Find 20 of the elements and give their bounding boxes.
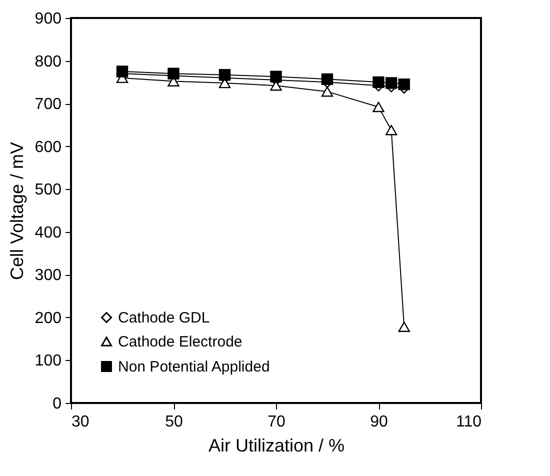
y-tick-label: 600 [34,138,62,156]
legend-label: Cathode GDL [118,310,210,326]
x-tick-label: 70 [268,414,286,430]
x-tick-label: 30 [72,414,90,430]
y-axis-title: Cell Voltage / mV [6,142,27,280]
y-tick-label: 100 [34,352,62,370]
x-axis-title: Air Utilization / % [208,436,345,456]
y-tick-label: 0 [52,396,62,412]
x-tick-label: 110 [456,414,482,430]
y-tick-label: 400 [34,224,62,242]
y-tick-label: 200 [34,310,62,327]
legend-label: Non Potential Applided [118,358,270,376]
y-tick-label: 900 [34,10,62,28]
x-tick-label: 50 [165,414,183,430]
y-tick-label: 300 [34,267,62,284]
y-tick-label: 800 [34,53,62,70]
x-tick-label: 90 [370,414,388,430]
y-tick-label: 700 [34,96,62,114]
y-tick-label: 500 [34,182,62,199]
legend-label: Cathode Electrode [118,334,242,350]
